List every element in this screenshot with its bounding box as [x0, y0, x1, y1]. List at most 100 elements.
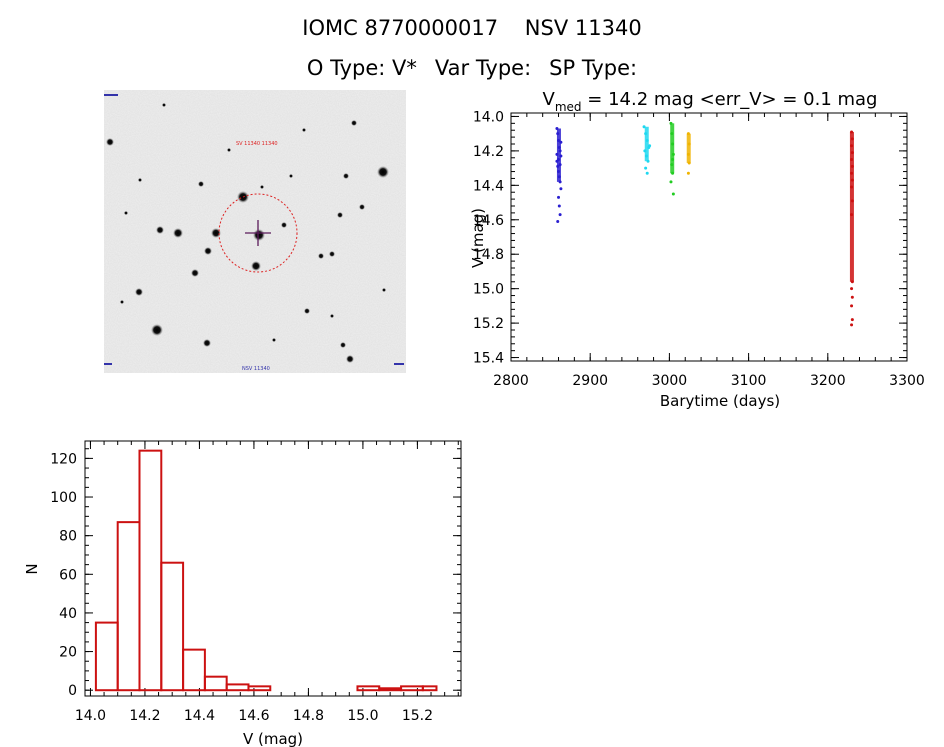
lc-point — [556, 220, 560, 223]
hist-bar — [138, 449, 163, 692]
finder-star — [260, 185, 264, 189]
finder-chart: SV 11340 11340 NSV 11340 — [104, 90, 406, 373]
finder-star — [198, 181, 204, 187]
lc-point-band — [849, 131, 854, 282]
hist-xtick-label: 14.8 — [293, 708, 324, 724]
lc-point — [644, 166, 648, 170]
finder-corner-mark-tl — [104, 94, 118, 96]
hist-bar — [356, 685, 381, 692]
finder-star — [351, 120, 357, 126]
finder-star — [191, 269, 199, 277]
finder-star — [343, 173, 349, 179]
finder-star — [329, 251, 335, 257]
hist-ytick-label: 120 — [50, 451, 77, 467]
lc-point — [645, 171, 649, 175]
hist-ytick-label: 40 — [59, 606, 77, 622]
finder-star — [340, 342, 346, 348]
light-curve-chart: Vmed = 14.2 mag <err_V> = 0.1 mag 2800 29… — [469, 89, 925, 410]
finder-label-bottom: NSV 11340 — [242, 366, 270, 372]
lc-point — [671, 192, 675, 196]
finder-star — [272, 338, 276, 342]
lc-ylabel: V (mag) — [469, 208, 487, 268]
hist-ylabel: N — [23, 563, 41, 574]
finder-star — [211, 228, 221, 238]
lc-ytick-label: 14.8 — [473, 247, 504, 263]
finder-star — [281, 222, 287, 228]
lc-xtick-label: 3000 — [652, 373, 688, 389]
sp-type: SP Type: — [549, 56, 638, 80]
lc-ytick-label: 15.0 — [473, 282, 504, 298]
finder-star — [173, 228, 183, 238]
lc-point — [850, 318, 854, 322]
lc-xlabel: Barytime (days) — [660, 392, 780, 410]
lc-xtick-label: 2800 — [493, 373, 529, 389]
finder-star — [318, 253, 324, 259]
lc-ytick-label: 14.6 — [473, 213, 504, 229]
hist-bar — [421, 685, 438, 692]
hist-bar — [94, 621, 119, 692]
finder-star — [204, 247, 212, 255]
lc-point — [648, 144, 652, 148]
finder-star — [337, 212, 343, 218]
hist-xtick-label: 14.6 — [238, 708, 269, 724]
hist-bar — [225, 683, 250, 692]
target-circle — [218, 193, 298, 273]
hist-ytick-label: 0 — [68, 683, 77, 699]
finder-corner-mark-bl — [104, 363, 112, 365]
alt-name: NSV 11340 — [524, 16, 642, 40]
lc-ytick-label: 15.4 — [473, 351, 504, 367]
lc-point — [557, 195, 561, 199]
hist-xlabel: V (mag) — [243, 730, 303, 747]
finder-corner-mark-br — [394, 363, 404, 365]
lc-point — [686, 171, 690, 175]
lc-xtick-label: 3300 — [889, 373, 925, 389]
hist-bar — [182, 648, 206, 692]
lc-point — [558, 213, 562, 217]
finder-star — [302, 128, 306, 132]
hist-xtick-label: 15.2 — [402, 708, 433, 724]
lc-point — [850, 295, 854, 299]
hist-bars — [94, 449, 438, 692]
finder-star — [289, 174, 293, 178]
finder-star — [253, 229, 265, 241]
lc-ytick-label: 14.2 — [473, 144, 504, 160]
hist-plot-frame — [84, 440, 462, 697]
hist-bar — [203, 675, 228, 692]
hist-xtick-label: 14.0 — [75, 708, 106, 724]
lc-ytick-label: 14.0 — [473, 109, 504, 125]
hist-bar — [247, 685, 272, 692]
lc-point — [850, 304, 854, 308]
hist-ytick-label: 100 — [50, 490, 77, 506]
hist-ytick-label: 80 — [59, 529, 77, 545]
finder-star — [203, 339, 211, 347]
lc-ytick-label: 15.2 — [473, 316, 504, 332]
finder-star — [151, 324, 163, 336]
lc-point — [557, 204, 561, 208]
hist-bar — [116, 521, 141, 692]
hist-xtick-label: 15.0 — [347, 708, 378, 724]
lc-ytick-label: 14.4 — [473, 178, 504, 194]
finder-star — [135, 288, 143, 296]
lc-point-band — [686, 133, 691, 163]
finder-star — [120, 300, 124, 304]
finder-star — [377, 166, 389, 178]
lc-xtick-label: 3100 — [731, 373, 767, 389]
finder-label-top: SV 11340 11340 — [236, 141, 278, 147]
lc-xtick-label: 3200 — [810, 373, 846, 389]
finder-star — [156, 226, 164, 234]
finder-star — [227, 148, 231, 152]
object-title: IOMC 8770000017 NSV 11340 — [0, 16, 944, 40]
lc-point-band — [556, 128, 561, 182]
finder-star — [162, 103, 166, 107]
finder-star — [346, 355, 354, 363]
lc-plot-frame — [510, 112, 908, 362]
hist-bar — [400, 685, 424, 692]
finder-star — [106, 138, 114, 146]
lc-point — [559, 187, 563, 191]
lc-point — [850, 323, 854, 327]
finder-star — [124, 211, 128, 215]
lc-point-band — [644, 126, 649, 162]
type-line: O Type: V* Var Type: SP Type: — [0, 56, 944, 80]
o-type: O Type: V* — [306, 56, 417, 80]
